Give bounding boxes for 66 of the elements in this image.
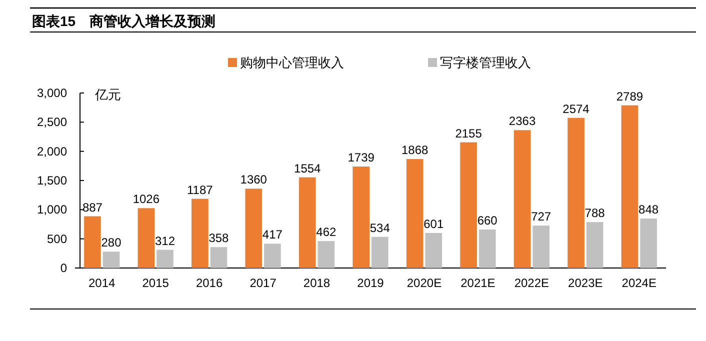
y-tick-label: 500 — [46, 232, 68, 246]
bar — [245, 188, 262, 268]
data-label: 534 — [370, 220, 390, 235]
bar — [514, 130, 531, 268]
bar — [640, 218, 657, 268]
x-tick-label: 2020E — [406, 276, 442, 290]
data-label: 2574 — [562, 102, 590, 116]
chart-title: 图表15 商管收入增长及预测 — [32, 13, 216, 29]
x-tick-label: 2016 — [196, 276, 223, 290]
bar — [372, 236, 388, 268]
bar — [568, 118, 584, 268]
legend-label: 写字楼管理收入 — [440, 55, 531, 70]
x-tick-label: 2018 — [303, 276, 330, 290]
bar — [586, 222, 604, 268]
data-label: 462 — [316, 225, 337, 240]
y-tick-label: 0 — [60, 261, 68, 275]
data-label: 1554 — [294, 161, 322, 176]
bar — [84, 216, 101, 268]
bar — [425, 232, 442, 268]
data-label: 312 — [154, 234, 176, 248]
data-label: 1187 — [187, 182, 214, 197]
data-label: 1739 — [348, 150, 375, 165]
x-tick-label: 2019 — [357, 276, 384, 290]
data-label: 2789 — [616, 89, 644, 104]
data-label: 280 — [101, 236, 122, 250]
x-tick-label: 2014 — [88, 276, 116, 290]
y-axis-title: 亿元 — [94, 87, 121, 102]
x-tick-label: 2017 — [250, 276, 277, 290]
data-label: 2155 — [455, 126, 482, 140]
bar — [406, 159, 424, 268]
data-label: 1360 — [240, 172, 268, 187]
data-label: 788 — [584, 206, 606, 220]
data-label: 660 — [477, 214, 498, 228]
data-label: 727 — [531, 210, 552, 224]
bar — [318, 241, 335, 268]
bar — [102, 252, 120, 268]
bar — [352, 166, 370, 268]
x-tick-label: 2021E — [460, 276, 496, 290]
bar — [264, 244, 281, 268]
y-tick-label: 3,000 — [36, 86, 68, 100]
y-tick-label: 1,500 — [36, 174, 68, 188]
bar — [532, 226, 550, 268]
x-tick-label: 2024E — [622, 276, 656, 290]
bar — [460, 142, 477, 268]
data-label: 848 — [638, 202, 659, 217]
data-label: 601 — [424, 216, 444, 231]
y-tick-label: 2,000 — [36, 144, 68, 158]
data-label: 358 — [208, 231, 230, 246]
x-tick-label: 2023E — [568, 276, 603, 290]
bar — [138, 208, 155, 268]
data-label: 417 — [262, 228, 283, 242]
y-tick-label: 2,500 — [36, 115, 68, 130]
data-label: 887 — [82, 200, 103, 214]
bar — [298, 177, 316, 268]
data-label: 1026 — [132, 192, 160, 206]
bar — [210, 247, 228, 268]
bar — [192, 198, 208, 268]
y-tick-label: 1,000 — [36, 202, 68, 217]
bar — [621, 105, 638, 268]
x-tick-label: 2015 — [142, 276, 170, 290]
legend-label: 购物中心管理收入 — [240, 55, 344, 70]
bar — [156, 250, 174, 268]
x-tick-label: 2022E — [514, 276, 550, 290]
bar — [478, 230, 496, 268]
data-label: 1868 — [401, 143, 428, 158]
data-label: 2363 — [508, 114, 536, 128]
